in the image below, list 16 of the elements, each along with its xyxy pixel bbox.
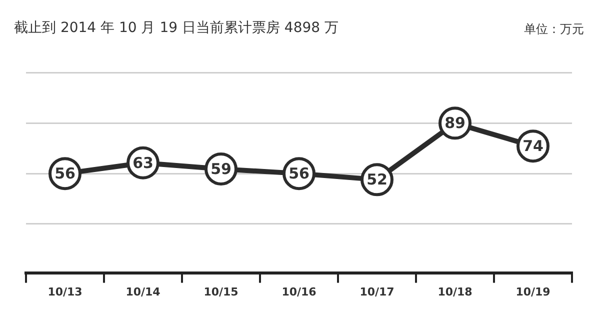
x-tick-label: 10/15: [204, 285, 238, 298]
chart-title: 截止到 2014 年 10 月 19 日当前累计票房 4898 万: [14, 20, 338, 36]
x-tick-label: 10/18: [438, 285, 472, 298]
x-tick-label: 10/16: [282, 285, 317, 298]
data-label: 63: [132, 154, 154, 172]
data-label: 89: [444, 114, 466, 132]
text: 单位：万元: [524, 22, 584, 36]
data-label: 56: [54, 164, 76, 182]
x-tick-label: 10/17: [360, 285, 394, 298]
data-label: 74: [522, 136, 544, 155]
data-label: 56: [288, 164, 310, 182]
x-tick-label: 10/14: [126, 285, 161, 298]
x-tick-label: 10/19: [516, 285, 550, 298]
x-tick-label: 10/13: [48, 285, 82, 298]
data-label: 52: [366, 170, 388, 189]
data-label: 59: [210, 160, 232, 178]
